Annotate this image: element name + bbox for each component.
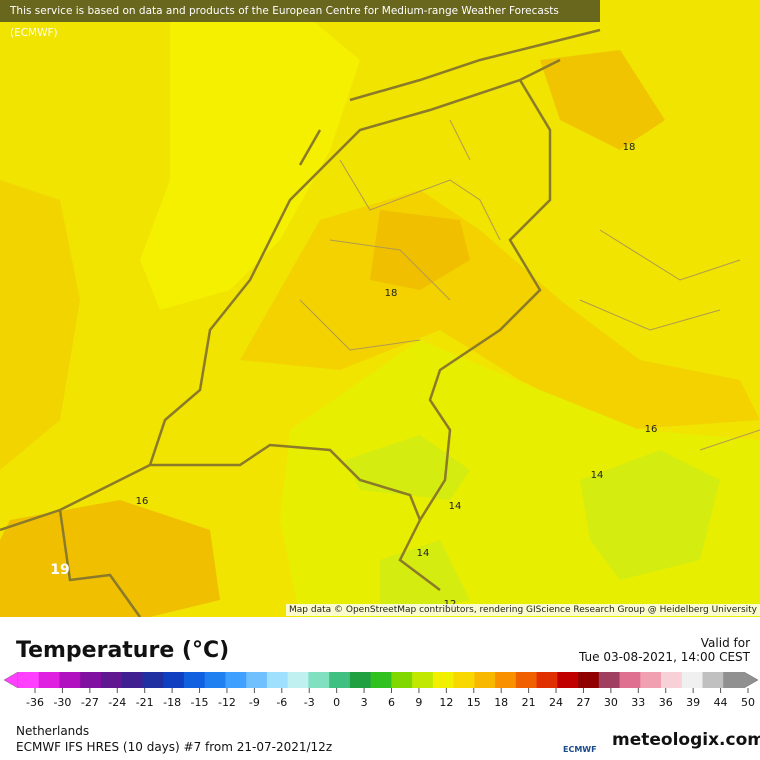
colorbar-step bbox=[287, 672, 309, 688]
colorbar-step bbox=[557, 672, 579, 688]
colorbar-tick-label: 27 bbox=[576, 696, 590, 709]
valid-time: Tue 03-08-2021, 14:00 CEST bbox=[579, 650, 750, 664]
colorbar-tick-label: 18 bbox=[494, 696, 508, 709]
colorbar-step bbox=[432, 672, 455, 688]
colorbar-step bbox=[349, 672, 372, 688]
colorbar-tick-label: 50 bbox=[741, 696, 755, 709]
valid-label: Valid for bbox=[700, 636, 750, 650]
contour-label: 16 bbox=[136, 496, 149, 507]
colorbar-tick-label: 0 bbox=[333, 696, 340, 709]
colorbar-tick-label: 24 bbox=[549, 696, 563, 709]
colorbar-step bbox=[204, 672, 226, 688]
colorbar-step bbox=[391, 672, 413, 688]
contour-label: 14 bbox=[417, 548, 430, 559]
temperature-zone bbox=[580, 450, 720, 580]
colorbar-tick-label: -27 bbox=[81, 696, 99, 709]
temperature-zone bbox=[240, 190, 760, 430]
colorbar-step bbox=[308, 672, 330, 688]
contour-label: 19 bbox=[50, 562, 69, 578]
colorbar-tick-label: 3 bbox=[361, 696, 368, 709]
colorbar-step bbox=[163, 672, 185, 688]
colorbar-tick-label: 6 bbox=[388, 696, 395, 709]
colorbar-tick-label: -36 bbox=[26, 696, 44, 709]
temperature-zone bbox=[370, 210, 470, 290]
legend-title: Temperature (°C) bbox=[16, 638, 230, 663]
colorbar-step bbox=[183, 672, 206, 688]
colorbar-step bbox=[495, 672, 517, 688]
colorbar-step bbox=[702, 672, 724, 688]
contour-label: 14 bbox=[591, 470, 604, 481]
model-info: ECMWF IFS HRES (10 days) #7 from 21-07-2… bbox=[16, 740, 333, 754]
colorbar-tick-label: 9 bbox=[415, 696, 422, 709]
temperature-zone bbox=[140, 10, 360, 310]
colorbar-step bbox=[59, 672, 81, 688]
contour-label: 18 bbox=[385, 288, 398, 299]
colorbar-step bbox=[536, 672, 558, 688]
colorbar-step bbox=[515, 672, 538, 688]
colorbar-tick-label: 15 bbox=[467, 696, 481, 709]
colorbar-step bbox=[640, 672, 662, 688]
contour-label: 18 bbox=[623, 142, 636, 153]
source-banner: This service is based on data and produc… bbox=[0, 0, 600, 39]
brand-logo: meteologix.com bbox=[612, 730, 760, 750]
colorbar-tick-label: 39 bbox=[686, 696, 700, 709]
colorbar-tick-label: 33 bbox=[631, 696, 645, 709]
colorbar-step bbox=[681, 672, 704, 688]
colorbar-step bbox=[598, 672, 621, 688]
colorbar-step bbox=[266, 672, 289, 688]
colorbar-tick-label: 44 bbox=[714, 696, 728, 709]
colorbar-tick-label: -21 bbox=[136, 696, 154, 709]
colorbar-step bbox=[142, 672, 164, 688]
colorbar-arrow-left bbox=[3, 671, 19, 689]
colorbar-step bbox=[18, 672, 40, 688]
colorbar-tick-label: 30 bbox=[604, 696, 618, 709]
colorbar-step bbox=[619, 672, 641, 688]
region: Netherlands bbox=[16, 724, 90, 738]
colorbar-tick-label: -6 bbox=[276, 696, 287, 709]
colorbar-step bbox=[723, 672, 745, 688]
colorbar-tick-label: -15 bbox=[191, 696, 209, 709]
temperature-zone bbox=[540, 50, 665, 150]
colorbar-tick-label: -9 bbox=[249, 696, 260, 709]
colorbar-tick-label: -18 bbox=[163, 696, 181, 709]
colorbar-tick-label: -24 bbox=[108, 696, 126, 709]
colorbar-tick-label: -3 bbox=[304, 696, 315, 709]
colorbar-tick-label: 36 bbox=[659, 696, 673, 709]
contour-label: 16 bbox=[645, 424, 658, 435]
map: 181816161414141912 bbox=[0, 0, 760, 617]
colorbar-step bbox=[80, 672, 102, 688]
map-attribution: Map data © OpenStreetMap contributors, r… bbox=[286, 604, 760, 616]
province-borders bbox=[299, 119, 760, 451]
colorbar-step bbox=[38, 672, 60, 688]
contour-label: 14 bbox=[449, 501, 462, 512]
colorbar-step bbox=[246, 672, 268, 688]
borders bbox=[0, 28, 601, 617]
colorbar-step bbox=[412, 672, 434, 688]
temperature-zone bbox=[0, 180, 80, 470]
colorbar-step bbox=[474, 672, 496, 688]
colorbar-step bbox=[329, 672, 351, 688]
colorbar: -36 -30 -27 -24 -21 -18 -15 -12 -9 -6 -3 0 3 6 9 12 15 18… bbox=[3, 671, 759, 709]
colorbar-step bbox=[100, 672, 123, 688]
colorbar-arrow-right bbox=[743, 671, 759, 689]
colorbar-step bbox=[370, 672, 392, 688]
colorbar-step bbox=[578, 672, 600, 688]
colorbar-tick-label: -12 bbox=[218, 696, 236, 709]
colorbar-tick-label: -30 bbox=[53, 696, 71, 709]
colorbar-tick-label: 12 bbox=[439, 696, 453, 709]
colorbar-step bbox=[121, 672, 143, 688]
colorbar-step bbox=[225, 672, 247, 688]
ecmwf-logo: ECMWF bbox=[563, 745, 597, 754]
colorbar-step bbox=[661, 672, 683, 688]
colorbar-tick-label: 21 bbox=[522, 696, 536, 709]
colorbar-step bbox=[453, 672, 475, 688]
temperature-zone bbox=[0, 500, 220, 617]
